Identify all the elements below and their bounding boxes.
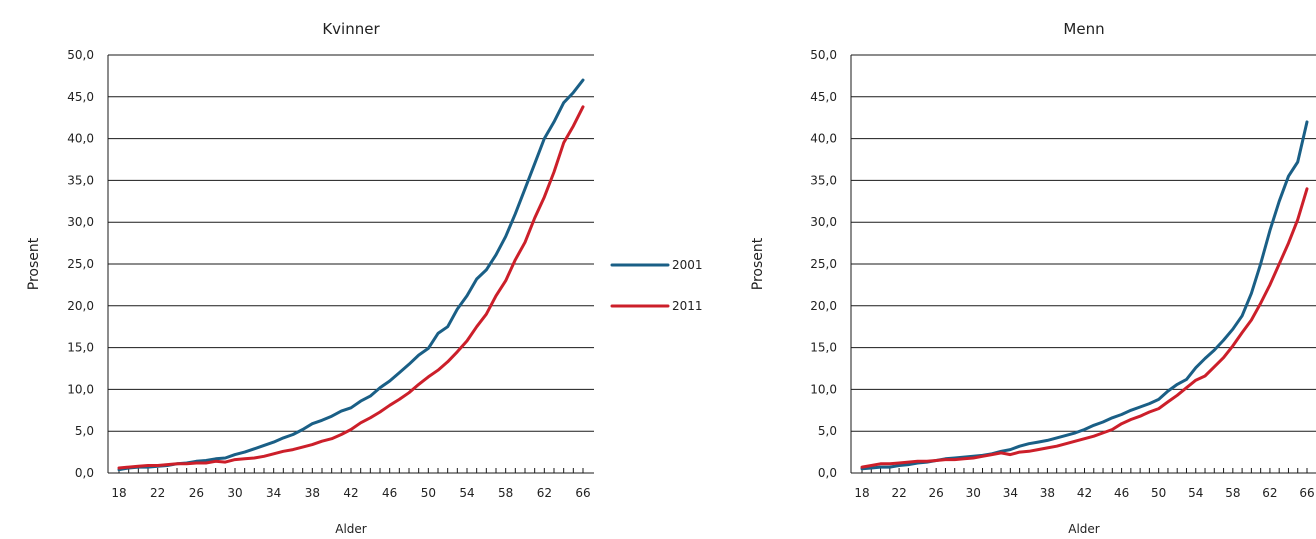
x-tick-label: 62 (537, 486, 552, 500)
y-axis-label: Prosent (26, 237, 42, 290)
chart-title: Kvinner (322, 20, 380, 38)
chart-title: Menn (1063, 20, 1104, 38)
y-tick-label: 30,0 (67, 215, 94, 229)
x-tick-label: 66 (575, 486, 590, 500)
x-tick-label: 54 (459, 486, 474, 500)
x-tick-label: 18 (111, 486, 126, 500)
y-tick-label: 50,0 (810, 48, 837, 62)
x-tick-label: 42 (343, 486, 358, 500)
x-tick-label: 34 (1003, 486, 1018, 500)
y-axis-label: Prosent (750, 237, 766, 290)
x-tick-label: 46 (382, 486, 397, 500)
x-tick-label: 38 (305, 486, 320, 500)
y-tick-label: 5,0 (75, 424, 94, 438)
x-tick-label: 18 (854, 486, 869, 500)
y-tick-label: 45,0 (67, 90, 94, 104)
chart-panel-kvinner: Kvinner 0,0 5,0 10,0 15,0 20,0 25,0 30,0 35,0 40,… (26, 20, 703, 536)
legend-label-2001: 2001 (672, 258, 703, 272)
y-tick-label: 50,0 (67, 48, 94, 62)
x-tick-label: 58 (498, 486, 513, 500)
x-tick-label: 34 (266, 486, 281, 500)
y-tick-label: 10,0 (810, 382, 837, 396)
x-tick-label: 58 (1225, 486, 1240, 500)
x-axis-label: Alder (335, 522, 367, 536)
x-tick-label: 62 (1262, 486, 1277, 500)
y-tick-label: 40,0 (810, 132, 837, 146)
y-tick-label: 25,0 (810, 257, 837, 271)
y-tick-label: 20,0 (810, 299, 837, 313)
y-tick-label: 30,0 (810, 215, 837, 229)
y-tick-label: 40,0 (67, 132, 94, 146)
x-tick-label: 42 (1077, 486, 1092, 500)
series-line-2011 (860, 187, 1309, 469)
y-tick-label: 15,0 (810, 341, 837, 355)
x-tick-label: 50 (1151, 486, 1166, 500)
chart-panel-menn: Menn 0,0 5,0 10,0 15,0 20,0 25,0 30,0 35,0 40,0 45… (750, 20, 1316, 536)
x-tick-label: 22 (150, 486, 165, 500)
series-line-2011 (117, 105, 585, 470)
y-tick-label: 0,0 (75, 466, 94, 480)
y-tick-label: 0,0 (818, 466, 837, 480)
x-tick-label: 26 (189, 486, 204, 500)
x-tick-label: 66 (1299, 486, 1314, 500)
x-tick-label: 50 (421, 486, 436, 500)
y-tick-label: 10,0 (67, 382, 94, 396)
x-tick-label: 30 (966, 486, 981, 500)
x-tick-label: 54 (1188, 486, 1203, 500)
series-line-2001 (860, 120, 1309, 471)
y-tick-label: 20,0 (67, 299, 94, 313)
y-tick-label: 45,0 (810, 90, 837, 104)
y-tick-label: 5,0 (818, 424, 837, 438)
x-tick-label: 38 (1040, 486, 1055, 500)
x-tick-label: 26 (929, 486, 944, 500)
y-tick-label: 15,0 (67, 341, 94, 355)
legend-label-2011: 2011 (672, 299, 703, 313)
x-tick-label: 22 (891, 486, 906, 500)
y-tick-label: 35,0 (810, 173, 837, 187)
x-tick-label: 46 (1114, 486, 1129, 500)
y-tick-label: 35,0 (67, 173, 94, 187)
series-line-2001 (117, 78, 585, 472)
y-tick-label: 25,0 (67, 257, 94, 271)
x-axis-label: Alder (1068, 522, 1100, 536)
x-tick-label: 30 (227, 486, 242, 500)
